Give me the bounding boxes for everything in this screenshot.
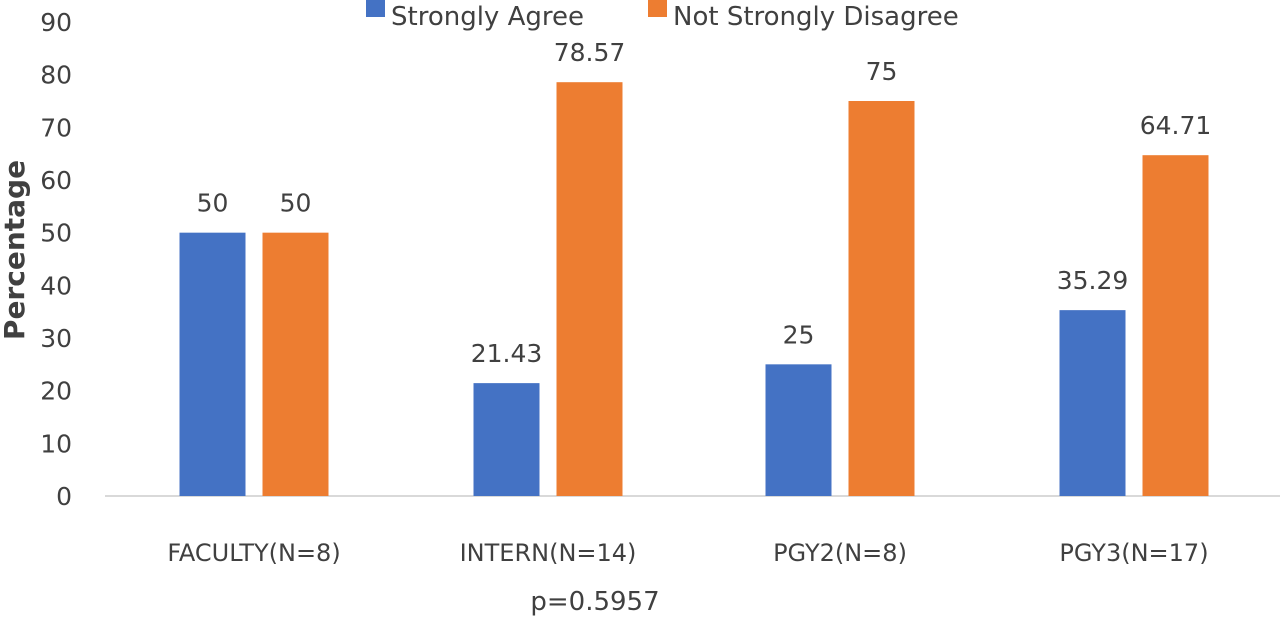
data-label: 75 (866, 57, 898, 86)
x-category-label: FACULTY(N=8) (167, 539, 340, 567)
data-labels: 50 50 21.43 78.57 25 75 35.29 64.71 (197, 38, 1212, 368)
x-category-label: PGY2(N=8) (773, 539, 907, 567)
y-tick-label: 0 (56, 482, 72, 511)
y-tick-label: 80 (40, 61, 72, 90)
bar-strongly-agree (473, 383, 540, 496)
bar-not-strongly-disagree (556, 82, 623, 496)
y-tick-label: 30 (40, 324, 72, 353)
data-label: 50 (197, 189, 229, 218)
p-value-note: p=0.5957 (530, 587, 659, 617)
x-category-label: INTERN(N=14) (460, 539, 637, 567)
legend-swatch (648, 0, 667, 17)
data-label: 35.29 (1057, 266, 1129, 295)
bar-not-strongly-disagree (262, 232, 329, 496)
legend-label: Not Strongly Disagree (673, 2, 959, 32)
category-labels: FACULTY(N=8) INTERN(N=14) PGY2(N=8) PGY3(N=… (167, 539, 1208, 567)
data-label: 25 (783, 320, 815, 349)
bar-strongly-agree (765, 364, 832, 496)
data-label: 50 (280, 189, 312, 218)
y-axis-ticks: 0 10 20 30 40 50 60 70 80 90 (40, 8, 72, 511)
y-tick-label: 70 (40, 113, 72, 142)
bar-not-strongly-disagree (1142, 155, 1209, 496)
bar-not-strongly-disagree (848, 101, 915, 496)
y-tick-label: 20 (40, 377, 72, 406)
y-tick-label: 60 (40, 166, 72, 195)
data-label: 64.71 (1140, 111, 1212, 140)
bar-strongly-agree (1059, 310, 1126, 496)
legend: Strongly Agree Not Strongly Disagree (366, 0, 959, 32)
x-category-label: PGY3(N=17) (1059, 539, 1208, 567)
legend-label: Strongly Agree (391, 2, 584, 32)
data-label: 78.57 (554, 38, 626, 67)
y-axis-title: Percentage (0, 160, 31, 340)
y-tick-label: 10 (40, 429, 72, 458)
legend-swatch (366, 0, 385, 17)
bar-strongly-agree (179, 232, 246, 496)
bars (179, 82, 1209, 496)
y-tick-label: 90 (40, 8, 72, 37)
y-tick-label: 40 (40, 271, 72, 300)
y-tick-label: 50 (40, 219, 72, 248)
data-label: 21.43 (471, 339, 543, 368)
